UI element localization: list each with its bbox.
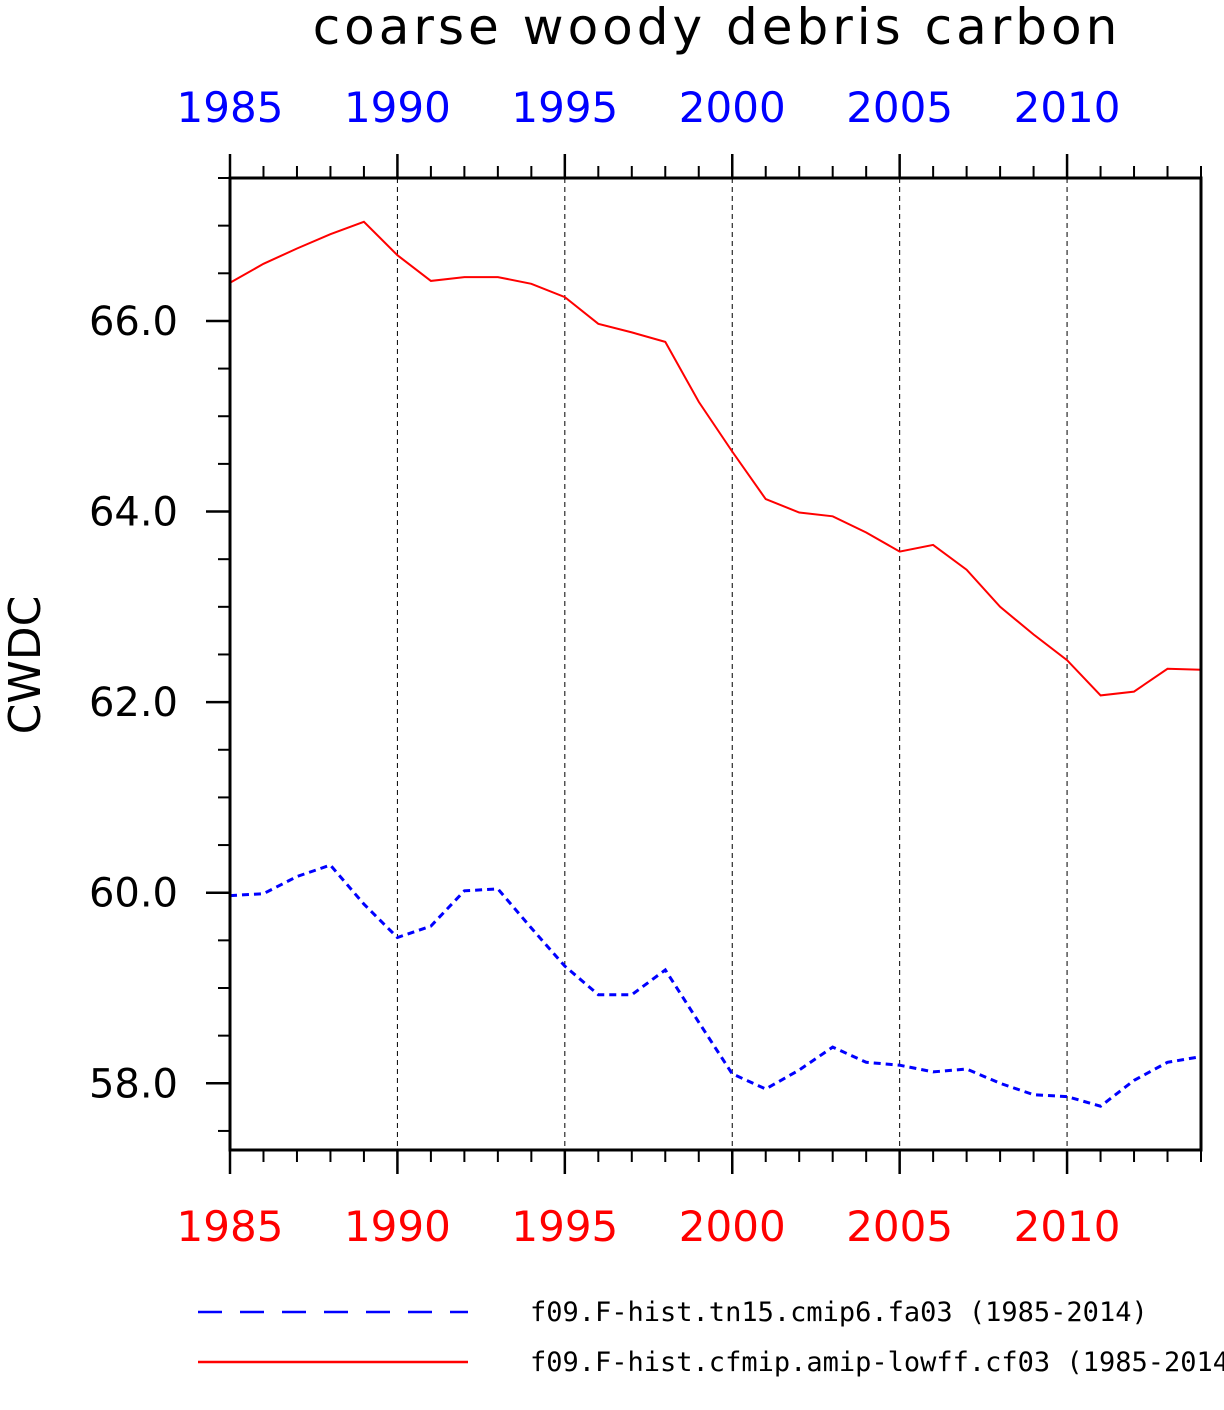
x-tick-label-top: 1990 — [344, 83, 451, 132]
axes — [206, 154, 1203, 1174]
x-tick-label-bottom: 2000 — [679, 1202, 786, 1251]
x-tick-label-bottom: 1990 — [344, 1202, 451, 1251]
x-tick-label-bottom: 1985 — [177, 1202, 284, 1251]
series-line-1 — [229, 863, 1202, 1108]
x-tick-label-bottom: 2010 — [1014, 1202, 1121, 1251]
x-tick-label-top: 2000 — [679, 83, 786, 132]
x-tick-label-bottom: 1995 — [511, 1202, 618, 1251]
chart-title: coarse woody debris carbon — [313, 0, 1122, 56]
legend-label-2: f09.F-hist.cfmip.amip-lowff.cf03 (1985-2… — [530, 1347, 1224, 1378]
y-tick-label: 66.0 — [89, 299, 178, 345]
y-tick-label: 64.0 — [89, 490, 178, 536]
legend: f09.F-hist.tn15.cmip6.fa03 (1985-2014) f0… — [198, 1297, 1224, 1378]
plot-frame — [228, 176, 1203, 1152]
y-tick-label: 58.0 — [89, 1061, 178, 1107]
y-tick-label: 60.0 — [89, 871, 178, 917]
x-tick-label-top: 1995 — [511, 83, 618, 132]
x-tick-label-bottom: 2005 — [846, 1202, 953, 1251]
y-tick-label: 62.0 — [89, 680, 178, 726]
series-lines — [229, 220, 1202, 1108]
tick-labels: 1985 1985 1990 1990 1995 1995 2000 2000 2005 2005… — [89, 83, 1121, 1251]
x-tick-label-top: 2010 — [1014, 83, 1121, 132]
x-tick-label-top: 1985 — [177, 83, 284, 132]
x-tick-label-top: 2005 — [846, 83, 953, 132]
y-axis-title: CWDC — [0, 596, 51, 735]
grid-lines — [396, 178, 1068, 1150]
series-line-2 — [229, 220, 1202, 697]
legend-label-1: f09.F-hist.tn15.cmip6.fa03 (1985-2014) — [530, 1297, 1148, 1328]
